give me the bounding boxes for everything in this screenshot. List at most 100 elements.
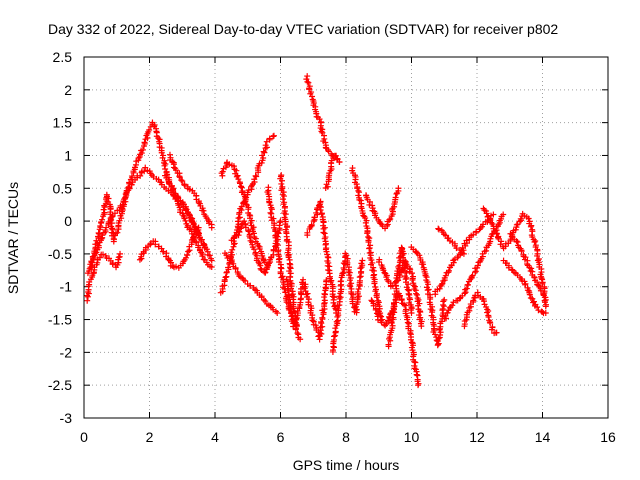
data-point [356, 189, 363, 196]
data-point [527, 223, 534, 230]
y-tick-label: -0.5 [48, 246, 72, 262]
data-point [322, 284, 329, 291]
data-point [385, 341, 392, 348]
data-point [241, 218, 248, 225]
data-point [95, 242, 102, 249]
data-point [425, 286, 432, 293]
data-point [165, 180, 172, 187]
data-point [95, 230, 102, 237]
data-point [111, 236, 118, 243]
data-point [488, 326, 495, 333]
x-tick-label: 12 [469, 429, 485, 445]
data-point [316, 203, 323, 210]
data-point [89, 259, 96, 266]
data-point [238, 183, 245, 190]
data-point [336, 293, 343, 300]
data-point [321, 224, 328, 231]
data-point [318, 330, 325, 337]
data-point [329, 293, 336, 300]
data-point [347, 283, 354, 290]
data-point [330, 333, 337, 340]
data-point [372, 306, 379, 313]
data-point [195, 199, 202, 206]
data-point [297, 336, 304, 343]
data-point [389, 322, 396, 329]
data-point [542, 303, 549, 310]
data-point [526, 291, 533, 298]
data-point [332, 325, 339, 332]
data-point [407, 336, 414, 343]
data-point [182, 205, 189, 212]
data-point [460, 250, 467, 257]
data-point [317, 207, 324, 214]
data-point [313, 209, 320, 216]
data-point [97, 223, 104, 230]
data-point [184, 251, 191, 258]
data-point [181, 182, 188, 189]
y-tick-label: -2 [60, 344, 73, 360]
axis-ticks: 0 2 4 6 8 10 12 14 16 -3 -2.5 -2 -1.5 -1 -0.5 0 0.5 1 1.5 2… [48, 49, 616, 445]
data-point [498, 238, 505, 245]
data-point [335, 305, 342, 312]
data-point [391, 291, 398, 298]
data-point [278, 265, 285, 272]
data-point [287, 299, 294, 306]
data-point [495, 234, 502, 241]
data-point [435, 335, 442, 342]
data-point [245, 187, 252, 194]
data-point [366, 245, 373, 252]
data-point [505, 264, 512, 271]
data-point [445, 235, 452, 242]
data-point [418, 323, 425, 330]
data-point [101, 209, 108, 216]
data-point [354, 288, 361, 295]
data-point [535, 307, 542, 314]
data-point [390, 314, 397, 321]
data-point [310, 218, 317, 225]
data-point [178, 177, 185, 184]
data-point [98, 235, 105, 242]
data-point [173, 195, 180, 202]
data-point [230, 163, 237, 170]
data-point [208, 224, 215, 231]
data-point [425, 281, 432, 288]
data-point [531, 238, 538, 245]
data-point [261, 149, 268, 156]
data-point [539, 280, 546, 287]
data-point [411, 365, 418, 372]
data-point [270, 132, 277, 139]
data-point [321, 290, 328, 297]
data-point [320, 229, 327, 236]
data-point [260, 155, 267, 162]
data-point [234, 172, 241, 179]
x-axis-label: GPS time / hours [293, 457, 400, 473]
data-point [265, 260, 272, 267]
y-tick-label: -1.5 [48, 312, 72, 328]
data-point [99, 216, 106, 223]
data-point [413, 290, 420, 297]
data-point [357, 265, 364, 272]
data-point [442, 272, 449, 279]
data-point [309, 317, 316, 324]
data-point [359, 257, 366, 264]
data-point [517, 215, 524, 222]
data-point [287, 270, 294, 277]
data-point [199, 253, 206, 260]
y-tick-label: 2 [64, 82, 72, 98]
data-point [274, 241, 281, 248]
data-point [408, 339, 415, 346]
data-point [386, 216, 393, 223]
data-point [317, 318, 324, 325]
data-point [169, 263, 176, 270]
data-point [405, 281, 412, 288]
data-point [375, 316, 381, 323]
data-point [413, 249, 420, 256]
y-tick-label: -1 [60, 279, 73, 295]
data-point [281, 193, 288, 200]
data-point [185, 248, 192, 255]
data-point [534, 252, 541, 259]
y-axis-label: SDTVAR / TECUs [5, 182, 21, 294]
data-point [336, 159, 343, 166]
data-point [358, 260, 365, 267]
